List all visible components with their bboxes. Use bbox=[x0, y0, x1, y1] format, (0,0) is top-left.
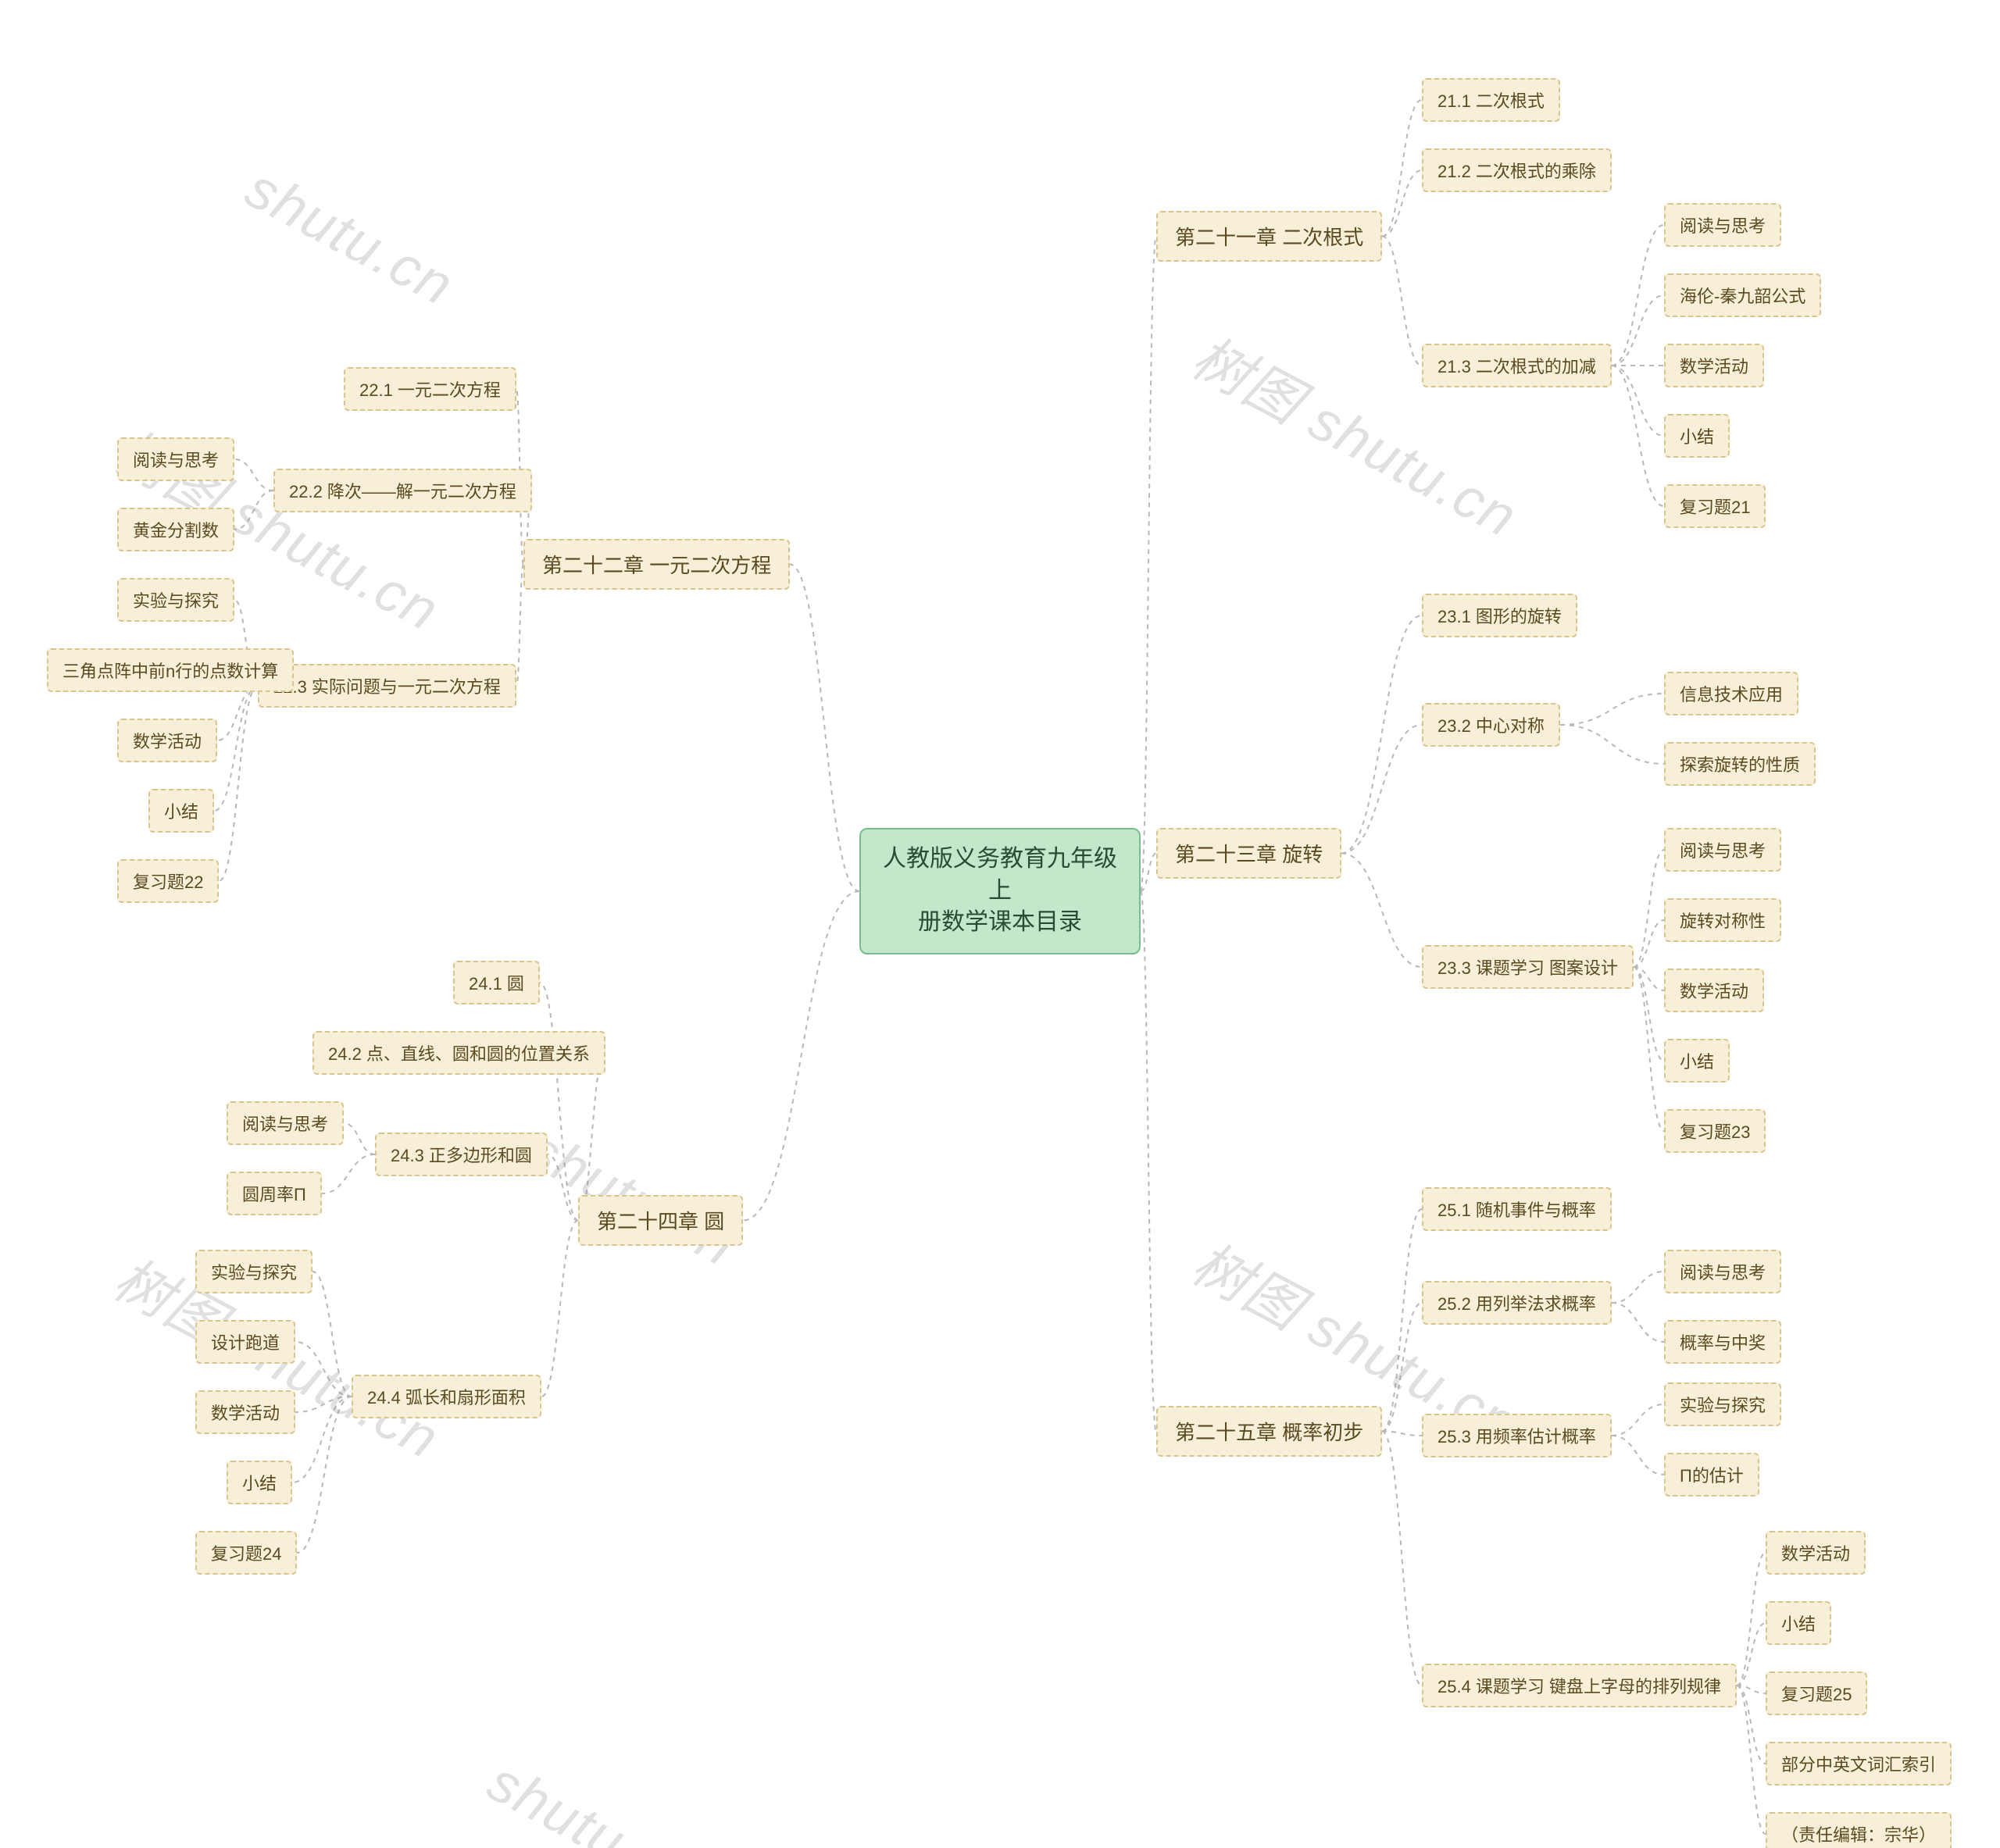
node-c25_3: 25.3 用频率估计概率 bbox=[1422, 1414, 1612, 1457]
node-c25_3a: 实验与探究 bbox=[1664, 1382, 1781, 1426]
node-c22_3b: 三角点阵中前n行的点数计算 bbox=[47, 648, 294, 692]
node-c22_3e: 复习题22 bbox=[117, 859, 219, 903]
node-c24_3b: 圆周率П bbox=[227, 1172, 322, 1215]
node-c24: 第二十四章 圆 bbox=[578, 1195, 743, 1246]
node-c23_2: 23.2 中心对称 bbox=[1422, 703, 1560, 747]
node-c23_3b: 旋转对称性 bbox=[1664, 898, 1781, 942]
node-c22_3: 22.3 实际问题与一元二次方程 bbox=[258, 664, 516, 708]
node-c21_3c: 数学活动 bbox=[1664, 344, 1764, 387]
node-c24_1: 24.1 圆 bbox=[453, 961, 540, 1004]
node-c25_3b: П的估计 bbox=[1664, 1453, 1759, 1497]
node-c23_3c: 数学活动 bbox=[1664, 969, 1764, 1012]
node-c23_3d: 小结 bbox=[1664, 1039, 1730, 1083]
node-c22_2b: 黄金分割数 bbox=[117, 508, 234, 551]
node-c25_2a: 阅读与思考 bbox=[1664, 1250, 1781, 1293]
node-c21_3e: 复习题21 bbox=[1664, 484, 1766, 528]
node-c25_4e: （责任编辑：宗华） bbox=[1766, 1812, 1952, 1848]
node-c24_3: 24.3 正多边形和圆 bbox=[375, 1133, 548, 1176]
node-c24_4e: 复习题24 bbox=[195, 1531, 297, 1575]
node-c23_3e: 复习题23 bbox=[1664, 1109, 1766, 1153]
node-c25_2: 25.2 用列举法求概率 bbox=[1422, 1281, 1612, 1325]
node-c25_4d: 部分中英文词汇索引 bbox=[1766, 1742, 1952, 1786]
node-c24_4a: 实验与探究 bbox=[195, 1250, 312, 1293]
watermark: shutu.cn bbox=[236, 156, 465, 319]
node-c25_4b: 小结 bbox=[1766, 1601, 1831, 1645]
node-c23_2b: 探索旋转的性质 bbox=[1664, 742, 1816, 786]
node-c25_4: 25.4 课题学习 键盘上字母的排列规律 bbox=[1422, 1664, 1737, 1707]
node-c25_1: 25.1 随机事件与概率 bbox=[1422, 1187, 1612, 1231]
node-c25_4a: 数学活动 bbox=[1766, 1531, 1866, 1575]
node-c22_3c: 数学活动 bbox=[117, 719, 217, 762]
node-c21_3d: 小结 bbox=[1664, 414, 1730, 458]
node-c24_2: 24.2 点、直线、圆和圆的位置关系 bbox=[312, 1031, 605, 1075]
node-c21: 第二十一章 二次根式 bbox=[1156, 211, 1382, 262]
node-c22: 第二十二章 一元二次方程 bbox=[523, 539, 790, 590]
node-c22_2a: 阅读与思考 bbox=[117, 437, 234, 481]
node-c21_3b: 海伦-秦九韶公式 bbox=[1664, 273, 1821, 317]
mindmap-canvas: 人教版义务教育九年级上册数学课本目录 第二十一章 二次根式 21.1 二次根式 21.… bbox=[0, 0, 2000, 1848]
node-c24_4c: 数学活动 bbox=[195, 1390, 295, 1434]
node-c21_2: 21.2 二次根式的乘除 bbox=[1422, 148, 1612, 192]
node-c24_4d: 小结 bbox=[227, 1461, 292, 1504]
node-c21_3a: 阅读与思考 bbox=[1664, 203, 1781, 247]
node-c25_2b: 概率与中奖 bbox=[1664, 1320, 1781, 1364]
node-r: 人教版义务教育九年级上册数学课本目录 bbox=[859, 828, 1141, 954]
node-c25: 第二十五章 概率初步 bbox=[1156, 1406, 1382, 1457]
node-c22_2: 22.2 降次——解一元二次方程 bbox=[273, 469, 532, 512]
node-c22_1: 22.1 一元二次方程 bbox=[344, 367, 516, 411]
node-c22_3d: 小结 bbox=[148, 789, 214, 833]
node-c23_1: 23.1 图形的旋转 bbox=[1422, 594, 1577, 637]
node-c24_4b: 设计跑道 bbox=[195, 1320, 295, 1364]
node-c24_3a: 阅读与思考 bbox=[227, 1101, 344, 1145]
node-c23: 第二十三章 旋转 bbox=[1156, 828, 1341, 879]
node-c23_3a: 阅读与思考 bbox=[1664, 828, 1781, 872]
node-c23_2a: 信息技术应用 bbox=[1664, 672, 1798, 715]
node-c23_3: 23.3 课题学习 图案设计 bbox=[1422, 945, 1634, 989]
node-c24_4: 24.4 弧长和扇形面积 bbox=[352, 1375, 541, 1418]
node-c22_3a: 实验与探究 bbox=[117, 578, 234, 622]
watermark: shutu.cn bbox=[478, 1750, 707, 1848]
node-c21_1: 21.1 二次根式 bbox=[1422, 78, 1560, 122]
node-c21_3: 21.3 二次根式的加减 bbox=[1422, 344, 1612, 387]
node-c25_4c: 复习题25 bbox=[1766, 1671, 1867, 1715]
